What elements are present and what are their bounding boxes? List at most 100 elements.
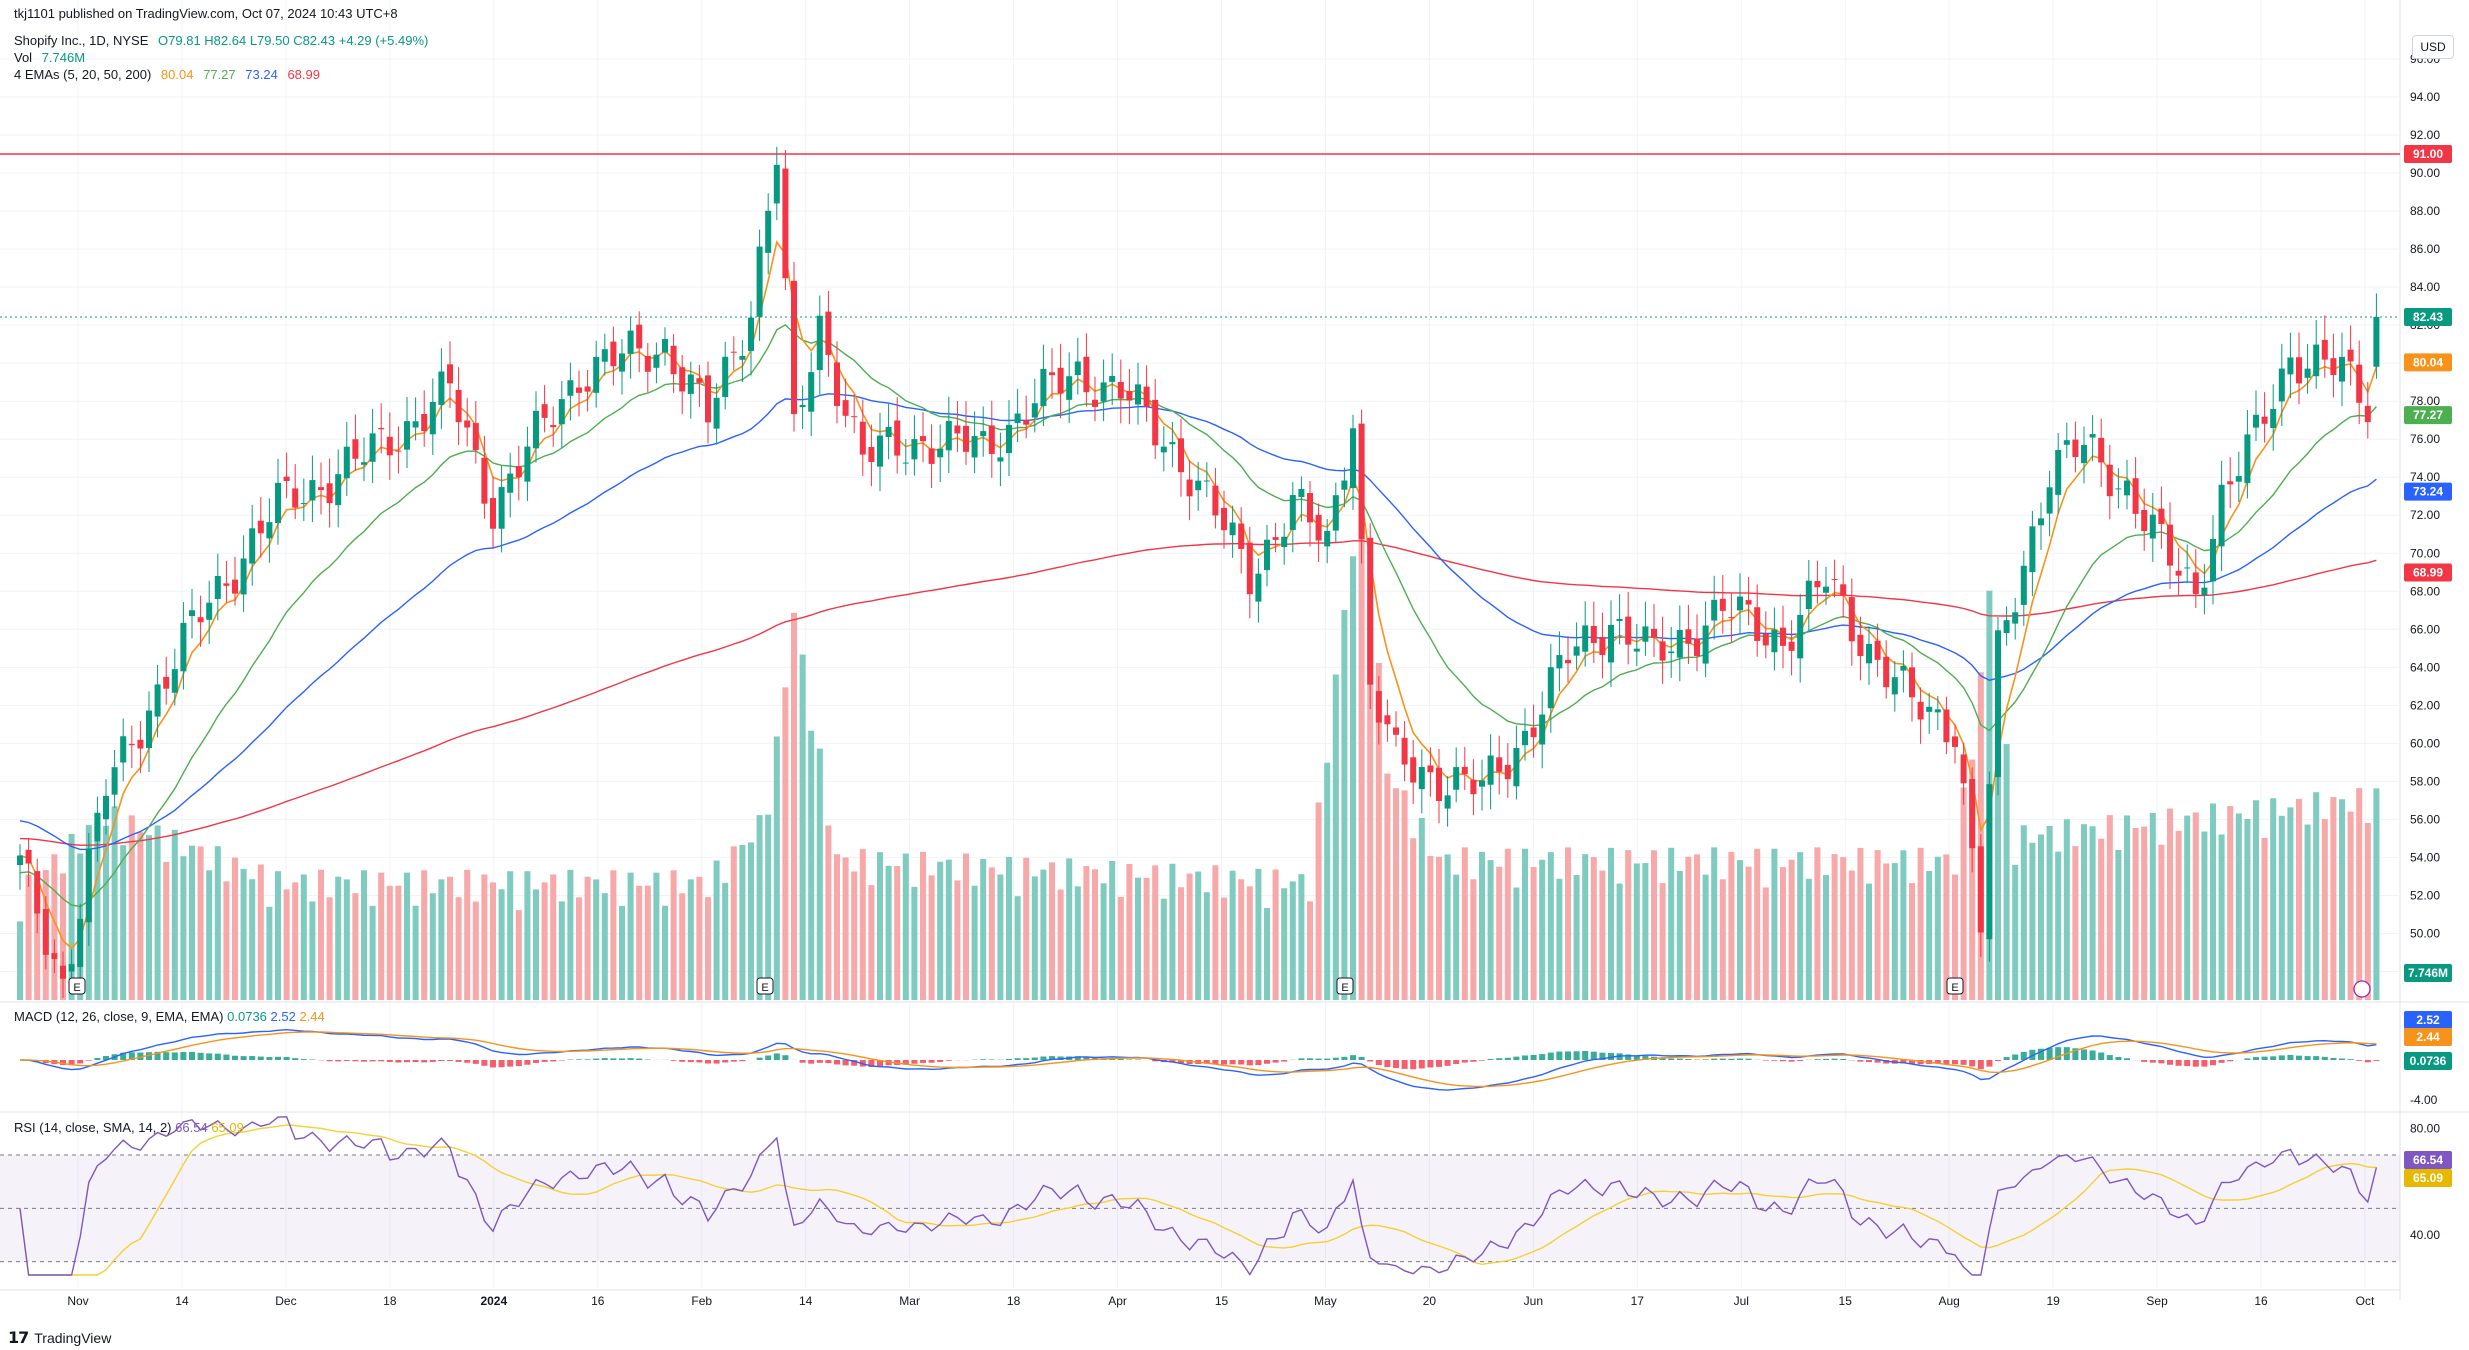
candle-body bbox=[2080, 444, 2088, 464]
candle-body bbox=[180, 622, 187, 672]
rsi-line bbox=[19, 1116, 2378, 1276]
macd-histogram-bar bbox=[627, 1058, 634, 1060]
candle-body bbox=[2304, 368, 2311, 378]
volume-bar bbox=[1831, 854, 1838, 1000]
candle-body bbox=[326, 483, 333, 504]
volume-bar bbox=[223, 881, 230, 1000]
volume-bar bbox=[1134, 877, 1142, 1000]
candle-body bbox=[1169, 442, 1176, 445]
volume-bar bbox=[1883, 863, 1890, 1000]
macd-histogram-bar bbox=[68, 1060, 75, 1065]
macd-histogram-bar bbox=[558, 1060, 565, 1061]
volume-bar bbox=[378, 872, 385, 1000]
volume-bar bbox=[1900, 850, 1907, 1000]
candle-body bbox=[1134, 384, 1142, 405]
volume-legend[interactable]: Vol 7.746M bbox=[14, 50, 91, 65]
macd-histogram-bar bbox=[885, 1060, 892, 1066]
candle-body bbox=[558, 399, 565, 425]
volume-bar bbox=[627, 872, 634, 1000]
candle-body bbox=[283, 476, 290, 482]
macd-histogram-bar bbox=[1134, 1059, 1142, 1060]
volume-bar bbox=[1771, 848, 1778, 1000]
rsi-legend[interactable]: RSI (14, close, SMA, 14, 2) 66.54 65.09 bbox=[14, 1120, 244, 1135]
macd-histogram-bar bbox=[739, 1060, 746, 1062]
macd-histogram-bar bbox=[1728, 1058, 1735, 1060]
volume-bar bbox=[919, 851, 927, 1000]
volume-bar bbox=[2141, 826, 2148, 1000]
time-tick-label: 18 bbox=[1007, 1294, 1021, 1308]
volume-bar bbox=[2356, 788, 2363, 1000]
candle-body bbox=[1797, 614, 1804, 659]
candle-body bbox=[2115, 488, 2122, 490]
candle-body bbox=[1186, 479, 1193, 497]
volume-bar bbox=[1754, 848, 1761, 1000]
candle-body bbox=[1668, 651, 1675, 654]
price-label-ema200-text: 68.99 bbox=[2413, 565, 2443, 579]
candle-body bbox=[1539, 714, 1546, 745]
volume-bar bbox=[730, 846, 737, 1000]
candle-body bbox=[1324, 530, 1331, 547]
macd-histogram-bar bbox=[2158, 1060, 2165, 1064]
candle-body bbox=[1375, 691, 1382, 723]
volume-bar bbox=[1943, 854, 1950, 1000]
macd-histogram-bar bbox=[988, 1059, 995, 1060]
price-label-ema20-text: 77.27 bbox=[2413, 408, 2443, 422]
volume-bar bbox=[1410, 838, 1417, 1000]
currency-button[interactable]: USD bbox=[2412, 35, 2454, 59]
macd-histogram-bar bbox=[1917, 1060, 1924, 1065]
macd-histogram-bar bbox=[154, 1051, 161, 1060]
volume-bar bbox=[825, 825, 832, 1000]
volume-bar bbox=[902, 853, 909, 1000]
volume-bar bbox=[541, 882, 548, 1000]
macd-histogram-bar bbox=[2184, 1060, 2191, 1067]
volume-bar bbox=[1857, 847, 1864, 1000]
price-label-ema5 bbox=[2404, 353, 2452, 372]
candle-body bbox=[111, 767, 118, 795]
volume-bar bbox=[1358, 466, 1365, 1000]
macd-histogram-bar bbox=[1994, 1060, 2002, 1061]
candle-body bbox=[2158, 508, 2165, 524]
candle-body bbox=[2089, 434, 2096, 438]
candle-body bbox=[1177, 438, 1185, 473]
candle-body bbox=[1934, 709, 1941, 713]
volume-bar bbox=[687, 879, 694, 1000]
macd-histogram-bar bbox=[2304, 1056, 2311, 1060]
macd-legend[interactable]: MACD (12, 26, close, 9, EMA, EMA) 0.0736… bbox=[14, 1009, 325, 1024]
time-tick-label: Sep bbox=[2146, 1294, 2168, 1308]
volume-bar bbox=[833, 854, 841, 1000]
candle-body bbox=[2261, 416, 2268, 424]
candle-body bbox=[154, 684, 161, 717]
macd-axis-label-text: 2.44 bbox=[2416, 1030, 2440, 1044]
macd-histogram-bar bbox=[128, 1052, 135, 1060]
macd-histogram-bar bbox=[1083, 1057, 1090, 1060]
macd-histogram-bar bbox=[2166, 1060, 2174, 1065]
candle-body bbox=[696, 378, 703, 383]
volume-bar bbox=[2192, 812, 2199, 1000]
candle-body bbox=[1014, 413, 1021, 424]
macd-histogram-bar bbox=[369, 1060, 376, 1062]
candle-body bbox=[928, 448, 935, 464]
macd-histogram-bar bbox=[1943, 1060, 1950, 1065]
time-tick-label: Oct bbox=[2356, 1294, 2375, 1308]
volume-bar bbox=[2201, 831, 2208, 1000]
volume-bar bbox=[1504, 848, 1511, 1000]
ema-legend[interactable]: 4 EMAs (5, 20, 50, 200) 80.04 77.27 73.2… bbox=[14, 67, 326, 82]
candle-body bbox=[395, 450, 402, 452]
macd-histogram-bar bbox=[1238, 1060, 1245, 1065]
volume-bar bbox=[2373, 788, 2380, 1000]
price-tick-label: 64.00 bbox=[2410, 660, 2440, 674]
volume-bar bbox=[1109, 860, 1116, 1000]
symbol-legend[interactable]: Shopify Inc., 1D, NYSE O79.81 H82.64 L79… bbox=[14, 33, 434, 48]
earnings-marker-label: E bbox=[1951, 982, 1958, 994]
volume-bar bbox=[1066, 858, 1073, 1000]
candle-body bbox=[1332, 495, 1339, 531]
tradingview-footer: 𝟭𝟳 TradingView bbox=[8, 1328, 111, 1348]
candle-body bbox=[601, 349, 608, 362]
volume-value: 7.746M bbox=[41, 50, 86, 65]
candle-body bbox=[309, 480, 316, 501]
macd-histogram-bar bbox=[532, 1060, 540, 1063]
candle-body bbox=[2020, 565, 2027, 605]
volume-bar bbox=[2098, 838, 2105, 1000]
candle-body bbox=[2012, 612, 2019, 624]
